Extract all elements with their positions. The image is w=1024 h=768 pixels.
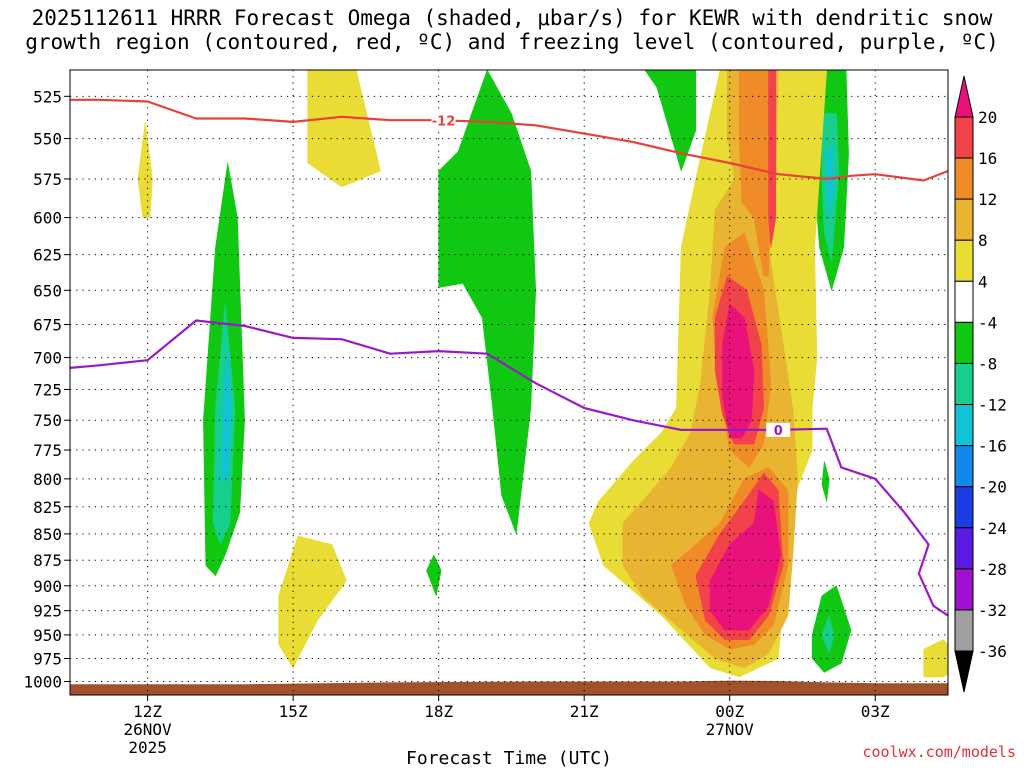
terrain-layer: [70, 680, 948, 695]
y-tick-label: 750: [33, 411, 62, 430]
title-line-2: growth region (contoured, red, ºC) and f…: [25, 30, 999, 54]
contour-line-freezing: [70, 319, 948, 617]
colorbar-label: 20: [978, 108, 997, 127]
omega-region-yellow-patch-b: [307, 70, 381, 188]
y-tick-label: 675: [33, 316, 62, 335]
y-tick-label: 875: [33, 551, 62, 570]
colorbar-label: -4: [978, 313, 997, 332]
omega-region-red-top: [768, 70, 777, 248]
y-tick-label: 1000: [23, 672, 62, 691]
colorbar-label: -12: [978, 396, 1007, 415]
contour-line-dendritic: [70, 98, 948, 182]
y-tick-label: 900: [33, 577, 62, 596]
colorbar-bin: [954, 321, 974, 364]
colorbar-bin: [954, 157, 974, 200]
y-tick-label: 850: [33, 525, 62, 544]
contour-label: 0: [774, 424, 783, 439]
omega-region-green-dot-02z: [821, 461, 830, 502]
colorbar-bin: [954, 280, 974, 323]
y-tick-label: 925: [33, 602, 62, 621]
y-axis: 525 550 575 600 625 650 675 700 725 750 775 800 825 8…: [23, 87, 70, 691]
plot-frame: [69, 69, 949, 696]
x-axis-title: Forecast Time (UTC): [406, 748, 612, 768]
y-tick-label: 725: [33, 380, 62, 399]
x-tick-date-label: 26NOV: [124, 720, 173, 739]
omega-region-magenta-mid: [722, 303, 755, 439]
omega-region-green-top-23z: [644, 70, 697, 172]
y-tick-label: 975: [33, 649, 62, 668]
x-tick-year-label: 2025: [128, 738, 167, 757]
chart-title: 2025112611 HRRR Forecast Omega (shaded, …: [0, 6, 1024, 54]
y-tick-label: 825: [33, 498, 62, 517]
contour-lines: -12 0: [70, 98, 948, 617]
omega-shading: [137, 70, 948, 678]
title-line-1: 2025112611 HRRR Forecast Omega (shaded, …: [31, 6, 993, 30]
colorbar-bin: [954, 568, 974, 611]
y-tick-label: 525: [33, 87, 62, 106]
colorbar-bin: [954, 239, 974, 282]
omega-region-green-dot-18z: [426, 554, 442, 597]
omega-region-yellow-patch-a: [137, 121, 153, 218]
colorbar: 20 16 12 8 4 -4 -8 -12 -16 -20 -24 -28 -32 -36: [954, 75, 1007, 693]
y-tick-label: 575: [33, 170, 62, 189]
plot-area: -12 0: [70, 70, 948, 695]
colorbar-label: 16: [978, 149, 997, 168]
x-tick-label: 03Z: [861, 702, 890, 721]
omega-region-green-blob-18z: [438, 70, 537, 535]
x-tick-date-label: 27NOV: [706, 720, 755, 739]
y-tick-label: 775: [33, 441, 62, 460]
y-tick-label: 550: [33, 130, 62, 149]
terrain-ground: [70, 680, 948, 695]
colorbar-label: 8: [978, 231, 988, 250]
omega-region-magenta-low: [709, 489, 781, 631]
colorbar-bin: [954, 527, 974, 570]
x-tick-label: 18Z: [424, 702, 453, 721]
y-tick-label: 800: [33, 470, 62, 489]
colorbar-over-triangle: [954, 75, 974, 118]
omega-region-teal-low-02z: [821, 615, 835, 655]
colorbar-label: 12: [978, 190, 997, 209]
gridlines: [70, 70, 948, 695]
omega-region-yellow-patch-c: [278, 535, 347, 669]
omega-region-yellow-low-04z: [923, 639, 948, 678]
colorbar-bin: [954, 116, 974, 159]
contour-label-bg: [431, 113, 456, 128]
y-tick-label: 650: [33, 281, 62, 300]
colorbar-label: -16: [978, 437, 1007, 456]
y-tick-label: 600: [33, 209, 62, 228]
y-tick-label: 700: [33, 349, 62, 368]
contour-label-bg: [766, 422, 791, 437]
colorbar-bin: [954, 404, 974, 447]
y-tick-label: 625: [33, 246, 62, 265]
colorbar-bin: [954, 609, 974, 652]
omega-region-cyan-col-02z: [826, 146, 835, 218]
credit-text: coolwx.com/models: [862, 743, 1016, 761]
x-tick-label: 00Z: [715, 702, 744, 721]
colorbar-label: -20: [978, 478, 1007, 497]
colorbar-label: -36: [978, 642, 1007, 661]
colorbar-label: -28: [978, 560, 1007, 579]
colorbar-under-triangle: [954, 650, 974, 693]
contour-label: -12: [432, 114, 456, 129]
colorbar-bin: [954, 445, 974, 488]
colorbar-label: -24: [978, 519, 1007, 538]
colorbar-bin: [954, 362, 974, 406]
colorbar-bin: [954, 198, 974, 241]
colorbar-label: -8: [978, 354, 997, 373]
y-tick-label: 950: [33, 626, 62, 645]
omega-region-cyan-col-14z: [220, 344, 232, 480]
colorbar-label: 4: [978, 272, 988, 291]
x-tick-label: 12Z: [133, 702, 162, 721]
colorbar-bin: [954, 486, 974, 529]
x-tick-label: 21Z: [570, 702, 599, 721]
colorbar-label: -32: [978, 601, 1007, 620]
x-tick-label: 15Z: [279, 702, 308, 721]
